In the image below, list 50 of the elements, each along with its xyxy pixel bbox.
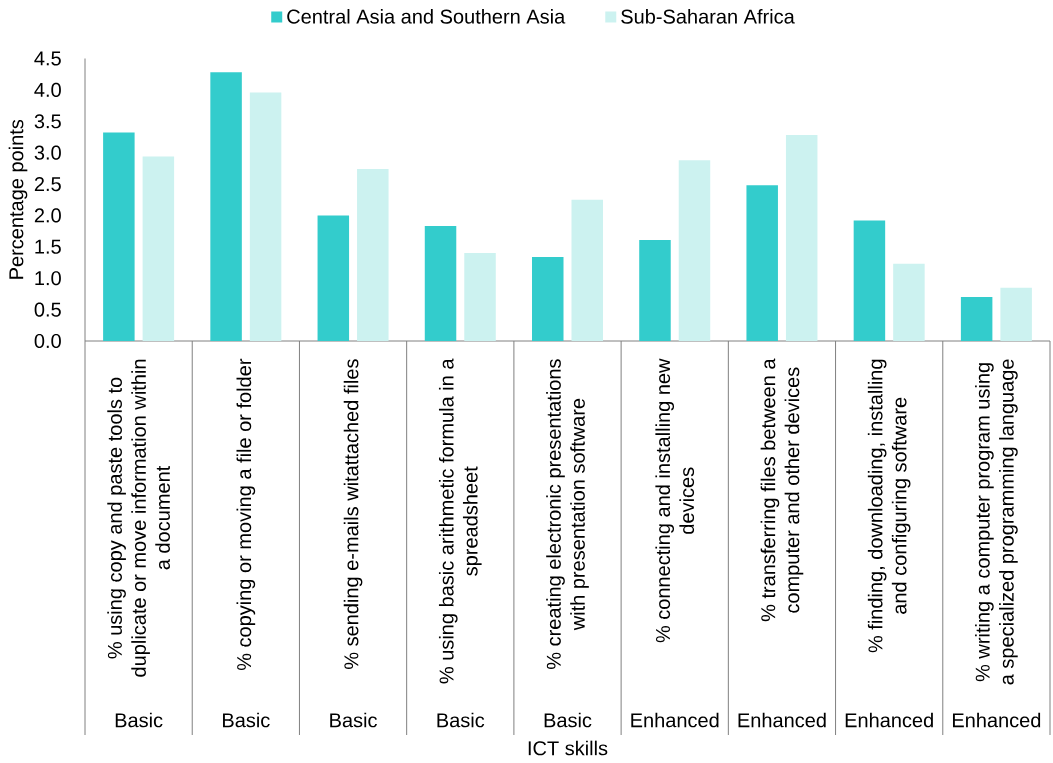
text: Basic [115, 712, 163, 728]
text: Basic [544, 712, 592, 728]
x-tick-label: % sending e-mails witattached files [343, 359, 363, 669]
bar [678, 160, 711, 341]
text: Enhanced [631, 712, 719, 728]
y-tick-label: 3.5 [34, 114, 61, 129]
bar [317, 215, 350, 341]
y-tick-label: 2.0 [34, 208, 61, 223]
x-tick-label: % creating electronic presentations with presentation software [546, 359, 589, 670]
bar [639, 239, 671, 341]
bar [532, 256, 564, 341]
bar [424, 226, 457, 341]
bar [893, 263, 925, 341]
legend-label: Sub-Saharan Africa [621, 9, 795, 24]
bar [464, 253, 496, 341]
x-tick-label: % transferring files between a computer and other devices [760, 358, 804, 622]
text: Basic [330, 712, 377, 728]
x-tick-label: % copying or moving a file or folder [236, 358, 256, 671]
y-tick-label: 0.0 [34, 333, 61, 349]
text: Enhanced [952, 712, 1041, 728]
x-tick-label: % finding, downloading, installing and configuring software [867, 359, 911, 653]
bar [785, 135, 818, 341]
y-tick-label: 4.5 [34, 51, 61, 66]
y-tick-label: 2.5 [34, 176, 61, 192]
bar [103, 132, 135, 341]
legend-label: Central Asia and Southern Asia [287, 9, 566, 24]
y-axis-title: Percentage points [8, 119, 28, 279]
bar [210, 72, 242, 341]
y-tick-label: 1.5 [35, 239, 61, 254]
bar [853, 220, 886, 341]
bar [357, 168, 389, 341]
bar [1000, 287, 1032, 341]
x-tick-label: % writing a computer program using a specialized programming language [975, 359, 1018, 685]
y-tick-label: 4.0 [34, 82, 61, 97]
text: Basic [437, 712, 485, 728]
y-tick-label: 3.0 [34, 145, 61, 160]
bar [142, 156, 175, 341]
bar [249, 92, 282, 341]
bar [746, 185, 778, 341]
y-tick-label: 0.5 [34, 302, 61, 317]
bar [571, 199, 603, 341]
x-tick-label: % connecting and installing new devices [655, 358, 695, 643]
text: Enhanced [845, 712, 933, 728]
text: Basic [223, 712, 270, 728]
x-tick-label: % using copy and paste tools to duplicate or move information within a document [107, 359, 170, 677]
x-tick-label: % using basic arithmetic formula in a spreadsheet [438, 358, 482, 684]
text: Enhanced [738, 712, 826, 728]
bar [960, 297, 993, 341]
y-tick-label: 1.0 [35, 271, 61, 286]
x-axis-title: ICT skills [528, 740, 608, 756]
